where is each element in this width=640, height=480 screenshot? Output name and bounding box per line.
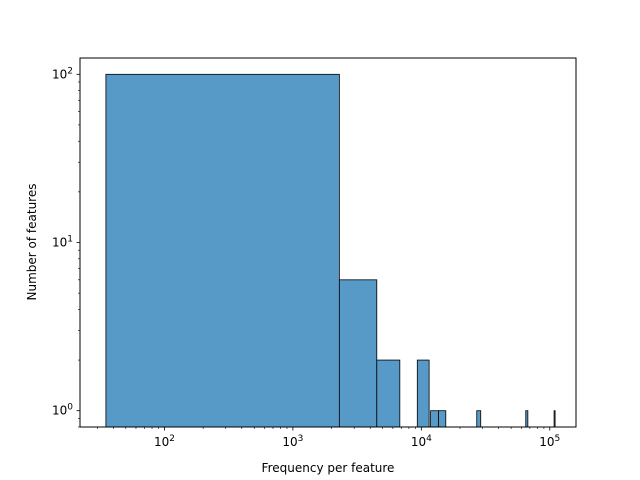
histogram-bar-8	[553, 410, 556, 428]
histogram-bar-0	[105, 73, 340, 428]
histogram-bar-3	[416, 359, 430, 428]
y-ticks-group: 100 101 102	[52, 66, 80, 428]
y-tick-label: 101	[52, 235, 73, 250]
histogram-bar-4	[430, 410, 439, 428]
histogram-bar-5	[438, 410, 447, 428]
bars-group	[105, 73, 556, 428]
x-tick-label: 103	[282, 434, 303, 449]
histogram-bar-1	[338, 279, 378, 428]
y-tick-label: 102	[52, 66, 73, 81]
histogram-bar-2	[376, 359, 401, 428]
x-tick-label: 105	[539, 434, 560, 449]
y-axis-label: Number of features	[25, 184, 39, 301]
plot-frame	[79, 57, 577, 428]
y-tick-label: 100	[52, 403, 73, 418]
histogram-bar-7	[525, 410, 529, 428]
x-tick-label: 104	[411, 434, 432, 449]
x-axis-label: Frequency per feature	[262, 461, 395, 475]
histogram-bar-6	[476, 410, 482, 428]
x-ticks-group: 102 103 104 105	[97, 427, 560, 449]
x-tick-label: 102	[154, 434, 175, 449]
